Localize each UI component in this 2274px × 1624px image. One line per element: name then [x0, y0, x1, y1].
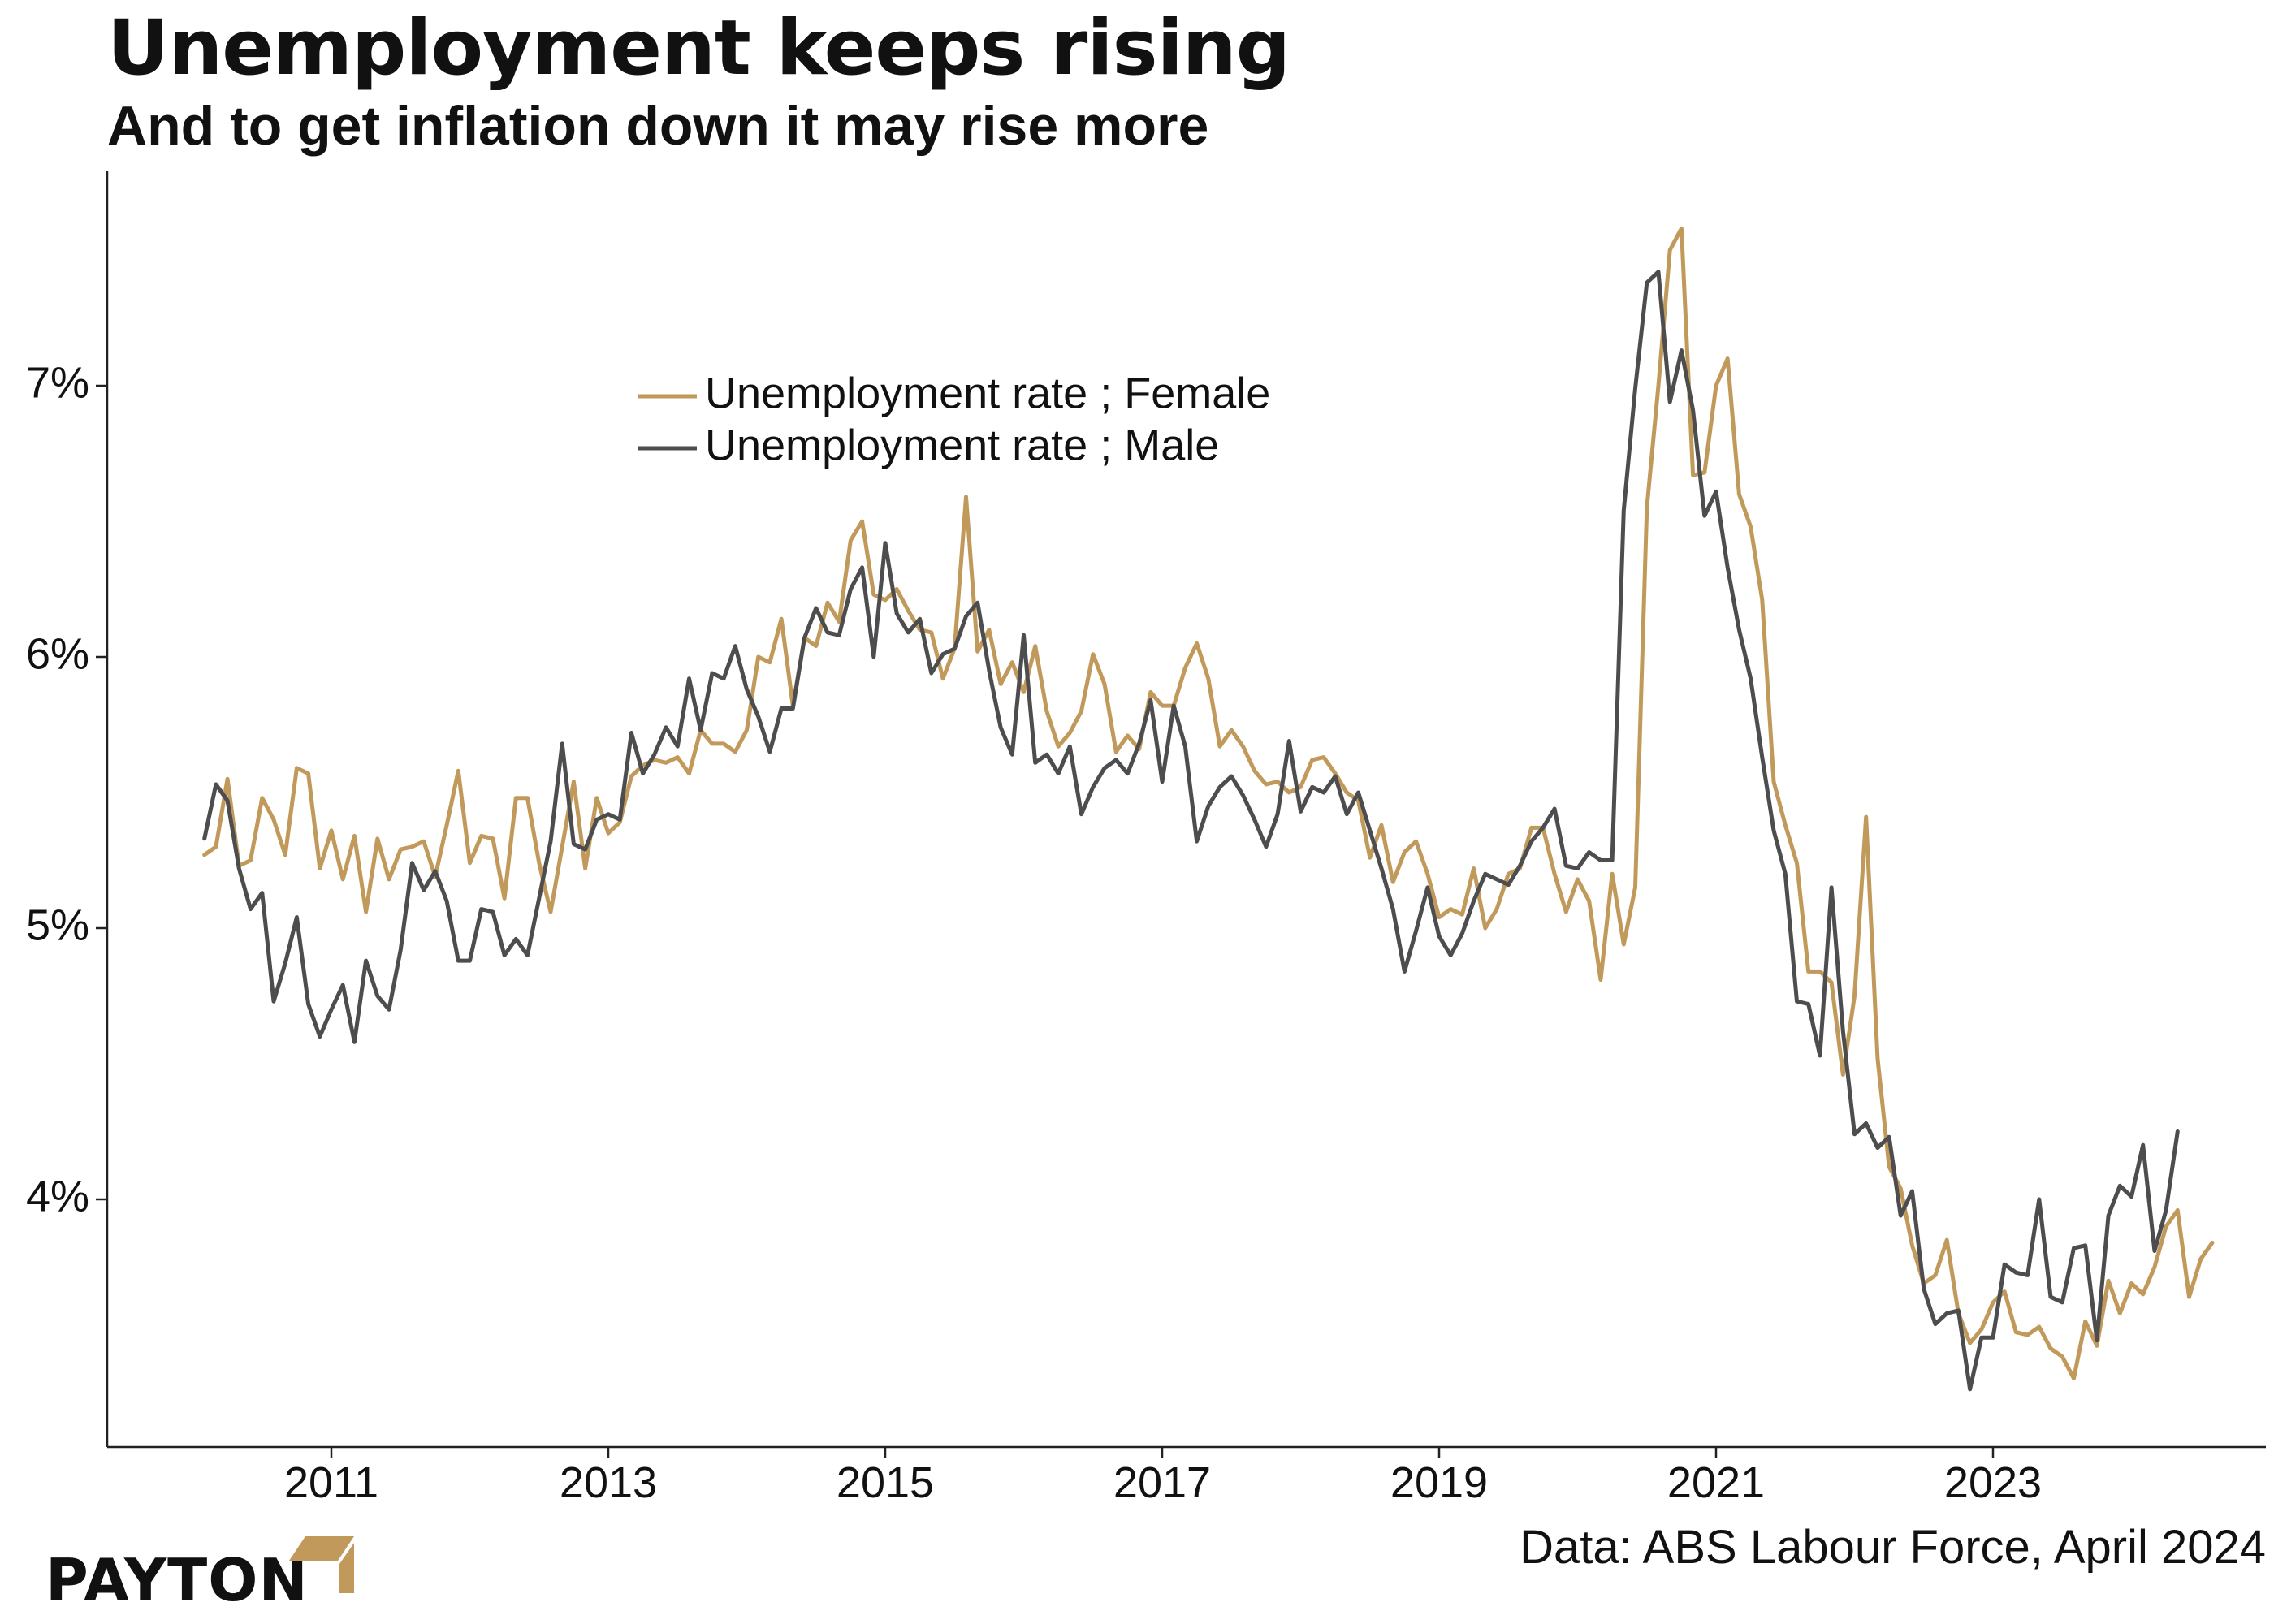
x-tick-label: 2017 [1113, 1458, 1211, 1507]
legend: Unemployment rate ; Female Unemployment … [638, 369, 1270, 469]
y-tick-label: 5% [26, 901, 89, 949]
legend-label-female: Unemployment rate ; Female [705, 369, 1270, 417]
logo-wordmark: PAYTON [45, 1546, 309, 1614]
x-axis: 2011 2013 2015 2017 2019 2021 2023 [107, 1445, 2266, 1507]
y-tick-label: 6% [26, 629, 89, 678]
x-tick-label: 2021 [1667, 1458, 1765, 1507]
series-line-male [202, 270, 2180, 1392]
y-tick-label: 4% [26, 1172, 89, 1220]
plot-series [202, 226, 2215, 1392]
x-tick-label: 2015 [837, 1458, 934, 1507]
y-ticks: 4% 5% 6% 7% [26, 358, 107, 1220]
x-tick-label: 2019 [1390, 1458, 1488, 1507]
page-subtitle: And to get inflation down it may rise mo… [107, 95, 1209, 157]
y-axis: 4% 5% 6% 7% [26, 171, 109, 1447]
logo-mark-icon [289, 1536, 354, 1593]
source-note: Data: ABS Labour Force, April 2024 [1520, 1521, 2266, 1574]
x-tick-label: 2023 [1944, 1458, 2042, 1507]
y-tick-label: 7% [26, 358, 89, 407]
x-tick-label: 2013 [560, 1458, 657, 1507]
series-line-female [202, 226, 2215, 1380]
x-ticks: 2011 2013 2015 2017 2019 2021 2023 [284, 1447, 2042, 1507]
legend-label-male: Unemployment rate ; Male [705, 421, 1219, 469]
x-tick-label: 2011 [284, 1458, 378, 1507]
page-title: Unemployment keeps rising [107, 4, 1290, 93]
